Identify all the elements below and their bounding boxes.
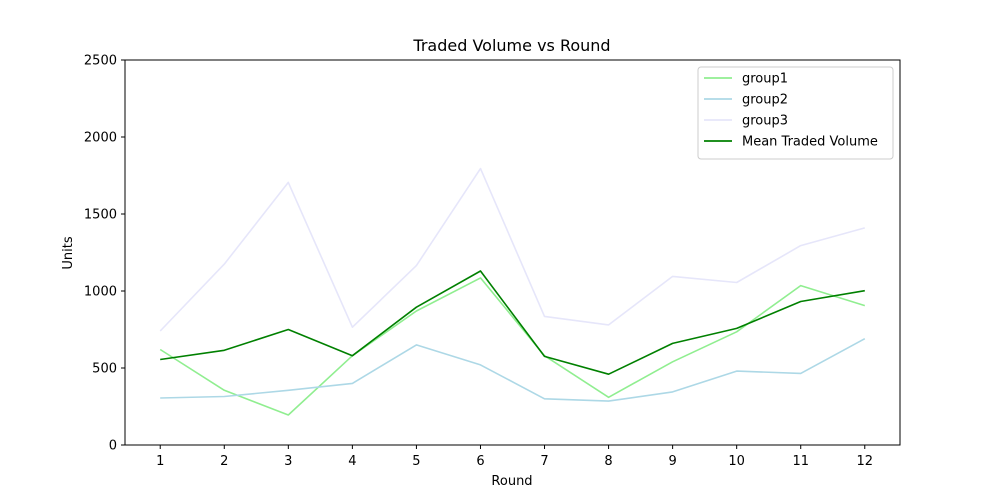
series-line-3 bbox=[159, 167, 866, 332]
x-tick-label: 4 bbox=[348, 454, 356, 469]
x-tick-label: 5 bbox=[412, 454, 420, 469]
x-tick-label: 12 bbox=[856, 454, 873, 469]
x-tick-label: 3 bbox=[284, 454, 292, 469]
legend-label: group3 bbox=[742, 114, 788, 129]
legend-box bbox=[697, 66, 894, 160]
plot-lines bbox=[159, 167, 866, 416]
y-tick-label: 500 bbox=[92, 362, 117, 377]
series-line-2 bbox=[160, 337, 866, 402]
x-tick-label: 2 bbox=[220, 454, 228, 469]
plot-frame bbox=[124, 59, 901, 446]
x-tick-label: 1 bbox=[156, 454, 164, 469]
x-axis: 1 2 3 4 5 6 7 8 9 10 11 12 bbox=[156, 445, 873, 469]
x-tick-label: 10 bbox=[728, 454, 745, 469]
legend-label: group2 bbox=[742, 93, 788, 108]
y-tick-label: 0 bbox=[109, 439, 117, 454]
x-axis-label: Round bbox=[491, 474, 532, 489]
legend-label: group1 bbox=[742, 72, 788, 87]
series-line-1 bbox=[159, 277, 866, 416]
x-tick-label: 6 bbox=[476, 454, 484, 469]
y-axis: 0 500 1000 1500 2000 2500 bbox=[84, 54, 125, 454]
legend-label: Mean Traded Volume bbox=[742, 135, 878, 150]
x-tick-label: 7 bbox=[540, 454, 548, 469]
y-tick-label: 2000 bbox=[84, 131, 117, 146]
series-line-4 bbox=[160, 270, 865, 376]
y-tick-label: 2500 bbox=[84, 54, 117, 69]
x-tick-label: 9 bbox=[668, 454, 676, 469]
y-tick-label: 1500 bbox=[84, 208, 117, 223]
x-tick-label: 8 bbox=[604, 454, 612, 469]
y-tick-label: 1000 bbox=[84, 285, 117, 300]
legend: group1 group2 group3 Mean Traded Volume bbox=[697, 66, 894, 160]
x-tick-label: 11 bbox=[792, 454, 809, 469]
chart-title: Traded Volume vs Round bbox=[412, 36, 610, 55]
y-axis-label: Units bbox=[61, 236, 76, 269]
